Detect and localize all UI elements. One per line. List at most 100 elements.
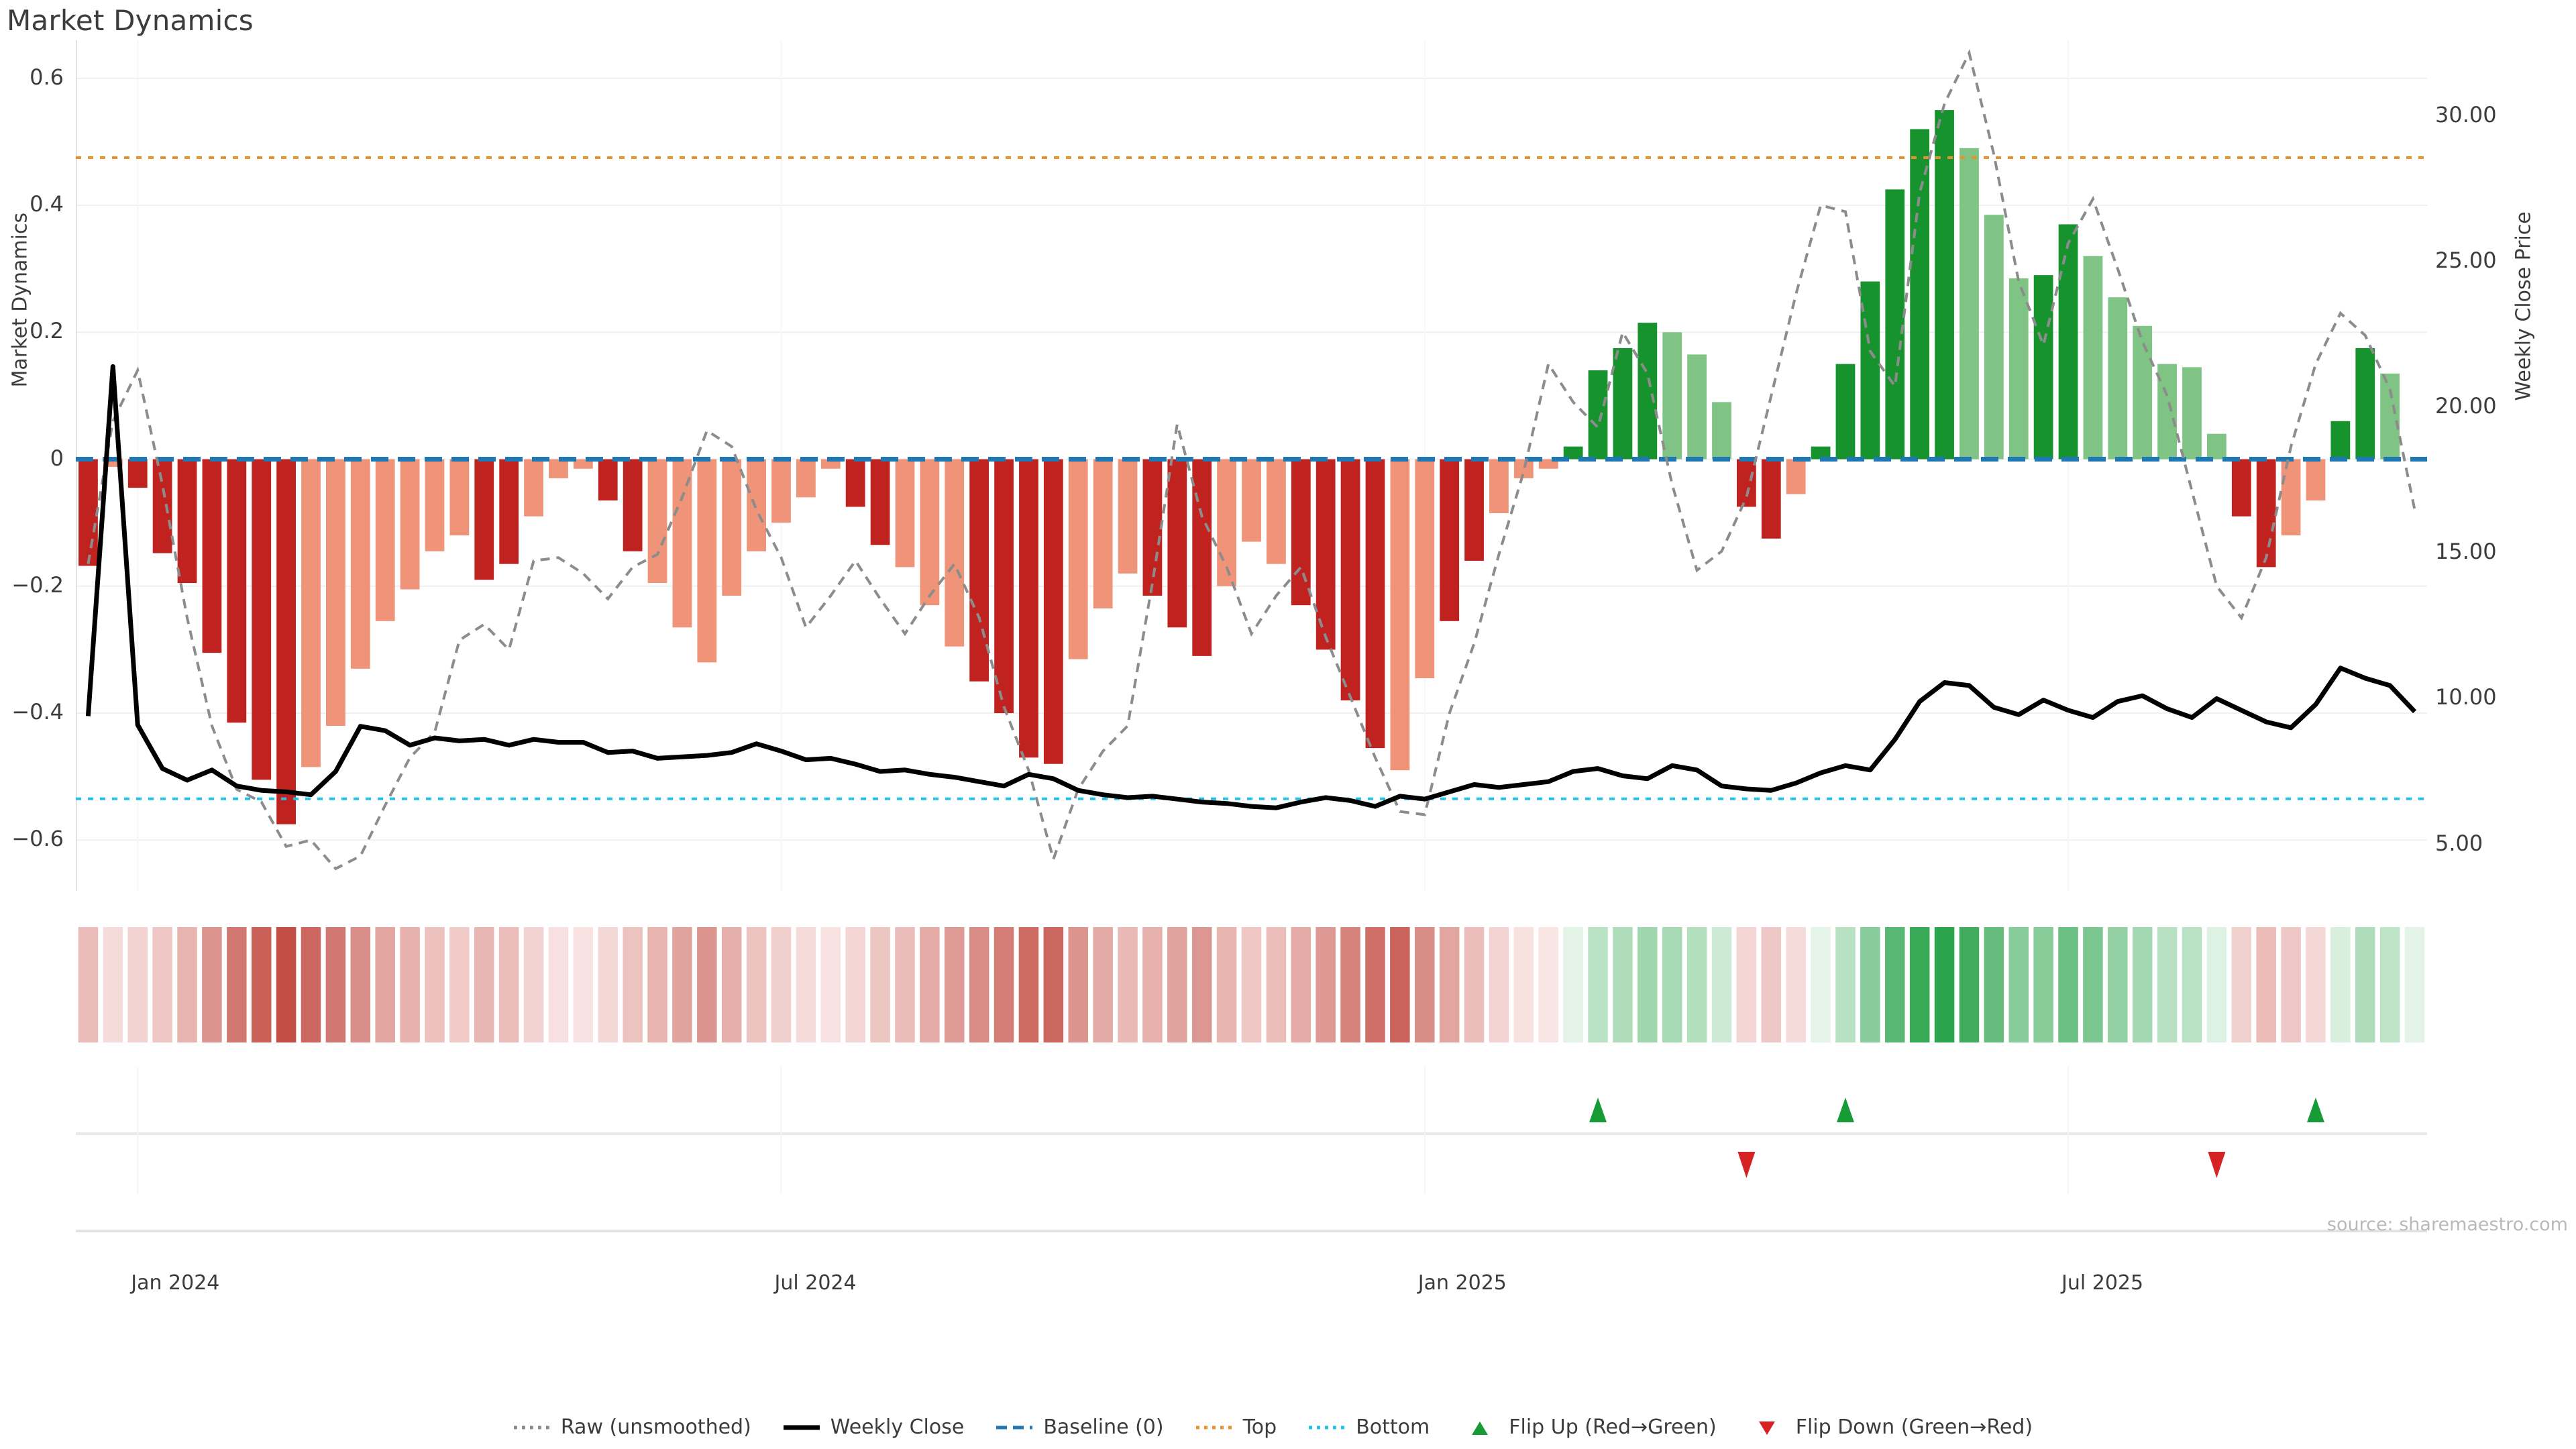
dynamics-bar <box>722 459 742 596</box>
flip-up-marker[interactable] <box>1836 1097 1854 1122</box>
heat-cell <box>1043 927 1064 1042</box>
y-tick-left: −0.6 <box>11 826 64 852</box>
heat-cell <box>1216 927 1237 1042</box>
heat-cell <box>920 927 940 1042</box>
dynamics-bar <box>202 459 222 653</box>
dynamics-bar <box>994 459 1014 714</box>
dynamics-bar <box>1984 215 2004 460</box>
dynamics-bar <box>1242 459 1261 542</box>
dynamics-bar <box>1192 459 1212 656</box>
dynamics-bar <box>1291 459 1311 606</box>
dynamics-bar <box>1167 459 1187 628</box>
regime-heat-strip <box>76 927 2427 1042</box>
legend-item-top[interactable]: Top <box>1195 1415 1277 1439</box>
legend-item-flip_up[interactable]: Flip Up (Red→Green) <box>1460 1415 1717 1439</box>
heat-cell <box>1811 927 1831 1042</box>
flip-down-marker[interactable] <box>1737 1152 1756 1178</box>
heat-cell <box>2182 927 2202 1042</box>
dynamics-bar <box>1440 459 1460 621</box>
y-tick-right: 30.00 <box>2435 101 2497 127</box>
dynamics-bar <box>1118 459 1138 574</box>
dynamics-bar <box>771 459 791 523</box>
y-tick-left: 0.6 <box>30 64 64 90</box>
heat-cell <box>2008 927 2029 1042</box>
dynamics-bar <box>78 459 98 566</box>
flip-up-marker[interactable] <box>1589 1097 1607 1122</box>
heat-cell <box>1068 927 1088 1042</box>
heat-cell <box>2206 927 2227 1042</box>
heat-cell <box>1266 927 1287 1042</box>
heat-cell <box>1588 927 1608 1042</box>
heat-cell <box>1118 927 1138 1042</box>
x-tick: Jan 2024 <box>131 1271 220 1295</box>
y-tick-right: 15.00 <box>2435 539 2497 565</box>
heat-cell <box>623 927 643 1042</box>
heat-cell <box>474 927 494 1042</box>
heat-cell <box>1513 927 1534 1042</box>
dynamics-bar <box>252 459 272 780</box>
heat-cell <box>870 927 890 1042</box>
heat-cell <box>1711 927 1732 1042</box>
dynamics-bar <box>1613 347 1633 460</box>
dynamics-bar <box>1217 459 1236 586</box>
dynamics-bar <box>1489 459 1509 513</box>
legend-item-raw[interactable]: Raw (unsmoothed) <box>513 1415 751 1439</box>
dynamics-bar <box>573 459 593 469</box>
x-tick: Jul 2024 <box>774 1271 857 1295</box>
dynamics-bar <box>647 459 667 584</box>
legend-item-baseline[interactable]: Baseline (0) <box>995 1415 1164 1439</box>
dynamics-bar <box>796 459 816 498</box>
flip-down-marker[interactable] <box>2208 1152 2226 1178</box>
dynamics-bar <box>1786 459 1806 494</box>
heat-cell <box>1538 927 1558 1042</box>
y-tick-left: −0.4 <box>11 699 64 725</box>
dynamics-bar <box>1390 459 1410 771</box>
heat-cell <box>2083 927 2103 1042</box>
flip-marker-svg <box>76 1067 2427 1232</box>
dynamics-bar <box>1340 459 1360 701</box>
legend-label-close: Weekly Close <box>830 1415 965 1439</box>
dynamics-bar <box>1712 402 1731 460</box>
dynamics-bar <box>2306 459 2326 501</box>
dynamics-bar <box>697 459 717 663</box>
dynamics-bar <box>499 459 519 564</box>
dynamics-bar <box>1935 110 1954 460</box>
heat-cell <box>1316 927 1336 1042</box>
y-tick-left: 0 <box>50 445 64 471</box>
heat-cell <box>251 927 272 1042</box>
dynamics-bar <box>2008 278 2029 460</box>
dynamics-bar <box>845 459 865 507</box>
heat-cell <box>1489 927 1509 1042</box>
dynamics-bar <box>1687 354 1707 460</box>
dynamics-bar <box>1811 446 1831 460</box>
heat-cell <box>1390 927 1410 1042</box>
legend-item-close[interactable]: Weekly Close <box>782 1415 965 1439</box>
heat-cell <box>1142 927 1163 1042</box>
dynamics-bar <box>1142 459 1163 596</box>
heat-cell <box>2058 927 2078 1042</box>
heat-cell <box>2231 927 2252 1042</box>
dynamics-bar <box>1910 129 1930 460</box>
dynamics-bar <box>524 459 543 517</box>
flip-up-marker[interactable] <box>2306 1097 2324 1122</box>
legend-item-flip_down[interactable]: Flip Down (Green→Red) <box>1748 1415 2033 1439</box>
heat-cell <box>1291 927 1311 1042</box>
dynamics-bar <box>1662 332 1682 460</box>
legend-swatch-close <box>783 1425 820 1430</box>
heat-cell <box>771 927 792 1042</box>
heat-cell <box>721 927 742 1042</box>
heat-cell <box>820 927 841 1042</box>
source-note: source: sharemaestro.com <box>2326 1214 2568 1235</box>
dynamics-bar <box>895 459 915 568</box>
heat-cell <box>1934 927 1955 1042</box>
dynamics-bar <box>1316 459 1336 650</box>
dynamics-bar <box>326 459 345 726</box>
heat-cell <box>325 927 346 1042</box>
dynamics-bar <box>474 459 494 580</box>
heat-cell <box>1736 927 1757 1042</box>
heat-cell <box>1340 927 1360 1042</box>
dynamics-bar <box>598 459 618 501</box>
heat-cell <box>2281 927 2301 1042</box>
heat-cell <box>350 927 371 1042</box>
legend-item-bottom[interactable]: Bottom <box>1307 1415 1430 1439</box>
